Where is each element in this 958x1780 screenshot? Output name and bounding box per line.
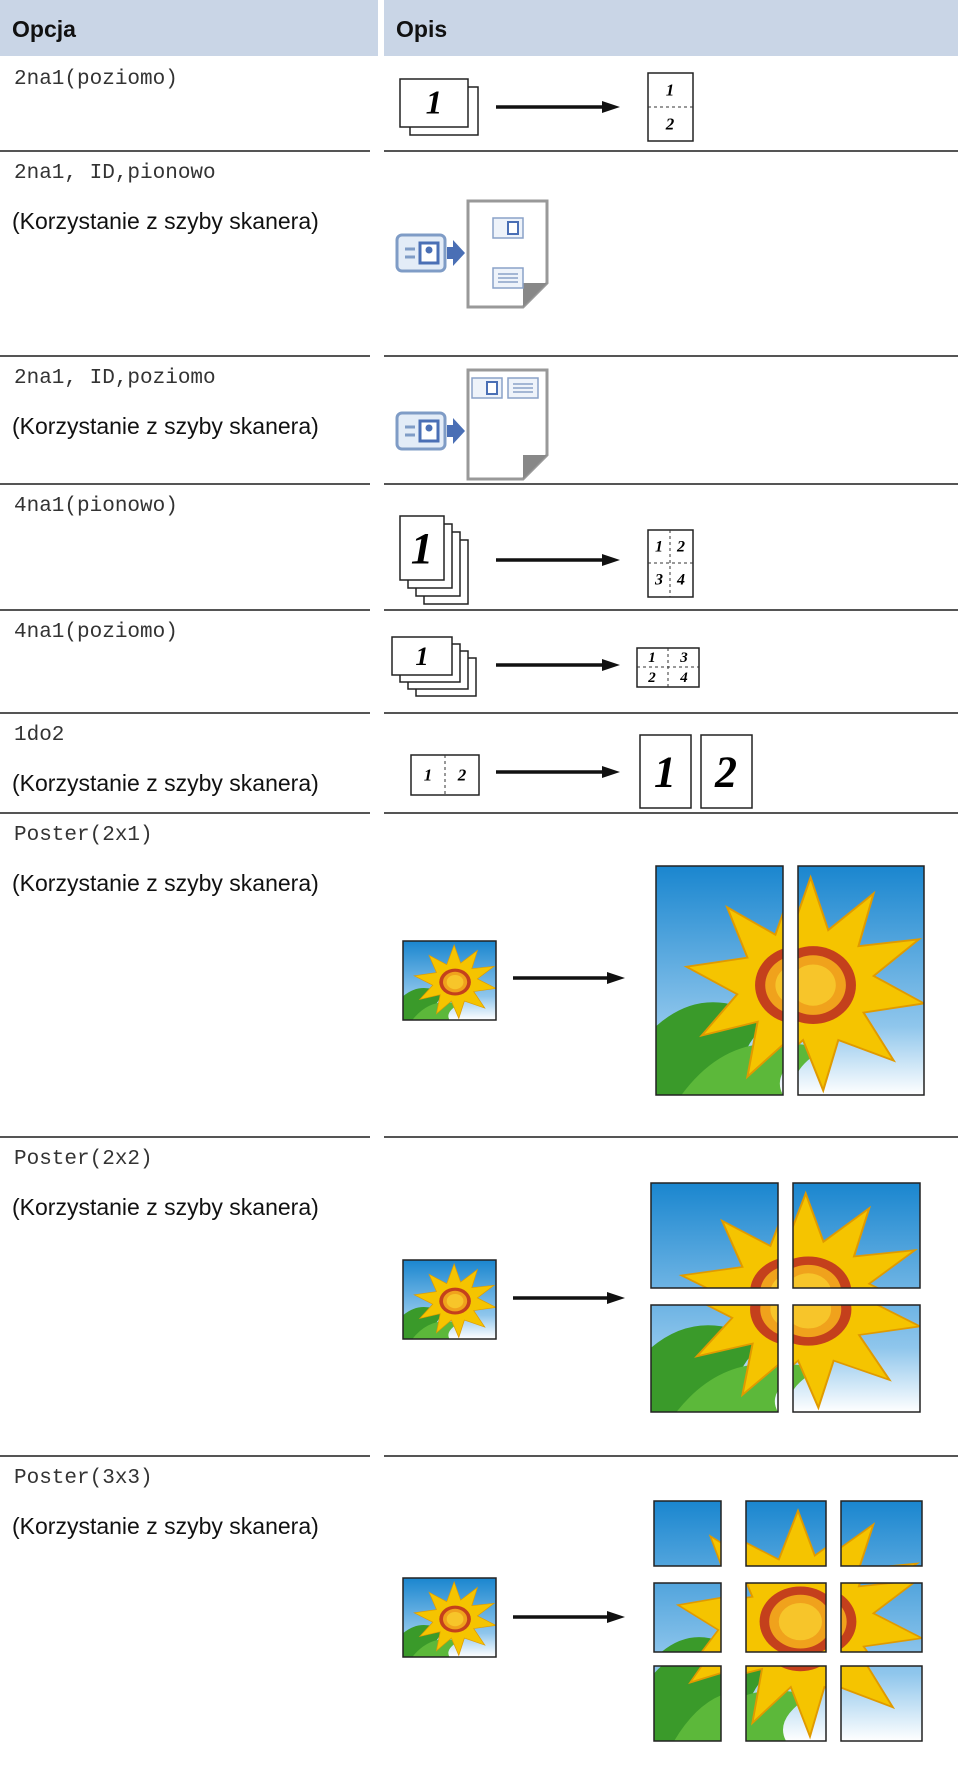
option-code: Poster(2x2) <box>14 1148 153 1171</box>
id-arrow <box>447 240 465 266</box>
row-separator <box>384 483 958 485</box>
tile-border <box>650 1304 779 1413</box>
row-separator <box>384 355 958 357</box>
tile-border <box>745 1665 827 1742</box>
figure-digit: 2 <box>647 670 656 686</box>
row-separator <box>0 609 370 611</box>
header-cell: Opis <box>384 0 958 56</box>
sunflower-tile <box>403 941 496 1020</box>
option-code: 2na1, ID,pionowo <box>14 162 216 185</box>
figure-digit: 2 <box>714 748 737 797</box>
option-code: 1do2 <box>14 724 65 747</box>
figure-digit: 1 <box>655 539 663 556</box>
id-card-head <box>425 246 433 254</box>
page-icon <box>399 515 445 581</box>
figure-digit: 1 <box>666 81 675 100</box>
option-code: Poster(2x1) <box>14 824 153 847</box>
arrow-head <box>607 1611 625 1623</box>
option-code: 4na1(poziomo) <box>14 621 178 644</box>
figure-digit: 1 <box>654 748 676 797</box>
option-code: 4na1(pionowo) <box>14 495 178 518</box>
tile-border <box>655 865 784 1096</box>
tile-border <box>840 1582 923 1653</box>
tile-border <box>650 1182 779 1289</box>
row-separator <box>0 812 370 814</box>
tile-border <box>402 1259 497 1340</box>
option-code: 2na1(poziomo) <box>14 68 178 91</box>
figure-digit: 3 <box>679 650 688 666</box>
figure-digit: 2 <box>676 539 685 556</box>
arrow-head <box>602 101 620 113</box>
option-code: 2na1, ID,poziomo <box>14 367 216 390</box>
row-separator <box>0 1455 370 1457</box>
header-cell: Opcja <box>0 0 378 56</box>
figure-digit: 1 <box>424 766 433 785</box>
tile-border <box>402 940 497 1021</box>
page-icon <box>639 734 692 809</box>
figure-digit: 2 <box>457 766 467 785</box>
arrow-head <box>607 972 625 984</box>
tile-border <box>797 865 925 1096</box>
option-note: (Korzystanie z szyby skanera) <box>12 870 319 896</box>
mini-photo <box>486 381 498 395</box>
arrow-head <box>602 659 620 671</box>
page-fold <box>523 283 547 307</box>
id-card-head <box>425 424 433 432</box>
figure-digit: 4 <box>676 572 685 589</box>
figure-digit: 1 <box>648 650 656 666</box>
option-note: (Korzystanie z szyby skanera) <box>12 770 319 796</box>
option-note: (Korzystanie z szyby skanera) <box>12 208 319 234</box>
figure-digit: 1 <box>411 523 433 573</box>
option-note: (Korzystanie z szyby skanera) <box>12 1194 319 1220</box>
figure-digit: 3 <box>654 572 663 589</box>
tile-border <box>840 1665 923 1742</box>
tile-border <box>745 1500 827 1567</box>
tile-border <box>653 1665 722 1742</box>
sunflower-image <box>403 1260 496 1339</box>
tile-border <box>745 1582 827 1653</box>
page-icon <box>391 636 453 676</box>
row-separator <box>0 483 370 485</box>
tile-border <box>840 1500 923 1567</box>
option-note: (Korzystanie z szyby skanera) <box>12 1513 319 1539</box>
tile-border <box>653 1500 722 1567</box>
arrow-head <box>607 1292 625 1304</box>
row-separator <box>0 712 370 714</box>
option-note: (Korzystanie z szyby skanera) <box>12 413 319 439</box>
figure-digit: 1 <box>415 641 428 671</box>
row-separator <box>0 1136 370 1138</box>
sunflower-image <box>403 941 496 1020</box>
figure-digit: 2 <box>665 115 675 134</box>
mini-photo <box>507 221 519 235</box>
row-separator <box>384 150 958 152</box>
arrow-head <box>602 554 620 566</box>
sunflower-tile <box>403 1260 496 1339</box>
row-separator <box>384 1136 958 1138</box>
arrow-head <box>602 766 620 778</box>
page-fold <box>523 455 547 479</box>
figure-digit: 1 <box>426 85 443 122</box>
row-separator <box>0 355 370 357</box>
sunflower-tile <box>403 1578 496 1657</box>
tile-border <box>402 1577 497 1658</box>
page-icon <box>700 734 753 809</box>
row-separator <box>384 812 958 814</box>
option-code: Poster(3x3) <box>14 1467 153 1490</box>
figure-digit: 4 <box>679 670 688 686</box>
page-icon <box>399 78 469 128</box>
id-arrow <box>447 418 465 444</box>
row-separator <box>0 150 370 152</box>
row-separator <box>384 712 958 714</box>
row-separator <box>384 609 958 611</box>
tile-border <box>653 1582 722 1653</box>
tile-border <box>792 1304 921 1413</box>
sunflower-image <box>403 1578 496 1657</box>
row-separator <box>384 1455 958 1457</box>
tile-border <box>792 1182 921 1289</box>
